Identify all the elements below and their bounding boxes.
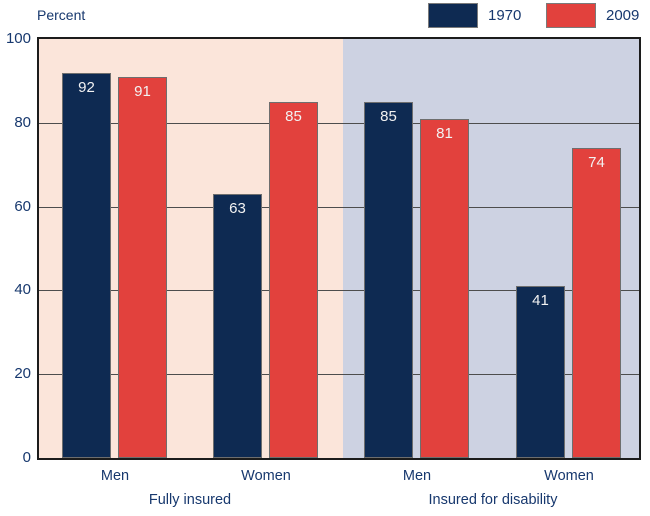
category-label-women-1: Women <box>241 468 291 484</box>
bar-2009-men-fully-insured: 91 <box>118 77 167 458</box>
bar-1970-women-insured-for-disability: 41 <box>516 286 565 458</box>
bar-1970-men-insured-for-disability: 85 <box>364 102 413 458</box>
bar-value-label: 92 <box>78 79 95 96</box>
y-tick-label-80: 80 <box>14 114 31 131</box>
bar-2009-men-insured-for-disability: 81 <box>420 119 469 458</box>
y-tick-label-40: 40 <box>14 281 31 298</box>
bar-value-label: 41 <box>532 292 549 309</box>
y-tick-label-60: 60 <box>14 198 31 215</box>
y-tick-label-20: 20 <box>14 365 31 382</box>
bar-value-label: 63 <box>229 200 246 217</box>
bar-1970-women-fully-insured: 63 <box>213 194 262 458</box>
gridline-80 <box>39 123 639 124</box>
y-tick-label-100: 100 <box>5 30 31 47</box>
legend-label-2009: 2009 <box>606 7 640 24</box>
category-label-men-2: Men <box>402 468 432 484</box>
bar-value-label: 74 <box>588 154 605 171</box>
group-label-fully-insured: Fully insured <box>148 492 232 508</box>
bar-value-label: 85 <box>380 108 397 125</box>
gridline-60 <box>39 207 639 208</box>
legend-swatch-1970 <box>428 3 478 28</box>
plot-inner: 92 91 63 85 85 81 41 74 <box>39 39 639 458</box>
category-label-men-0: Men <box>100 468 130 484</box>
bar-1970-men-fully-insured: 92 <box>62 73 111 458</box>
legend: 1970 2009 <box>428 3 642 28</box>
legend-label-1970: 1970 <box>488 7 522 24</box>
bar-2009-women-fully-insured: 85 <box>269 102 318 458</box>
group-label-insured-for-disability: Insured for disability <box>428 492 558 508</box>
bar-value-label: 85 <box>285 108 302 125</box>
legend-item-2009: 2009 <box>546 3 642 28</box>
gridline-20 <box>39 374 639 375</box>
y-axis-unit-label: Percent <box>37 7 86 23</box>
plot-area: 92 91 63 85 85 81 41 74 <box>37 37 641 460</box>
bar-value-label: 91 <box>134 83 151 100</box>
y-tick-label-0: 0 <box>22 449 31 466</box>
legend-swatch-2009 <box>546 3 596 28</box>
gridline-40 <box>39 290 639 291</box>
bar-value-label: 81 <box>436 125 453 142</box>
legend-item-1970: 1970 <box>428 3 524 28</box>
category-label-women-3: Women <box>544 468 594 484</box>
bar-2009-women-insured-for-disability: 74 <box>572 148 621 458</box>
